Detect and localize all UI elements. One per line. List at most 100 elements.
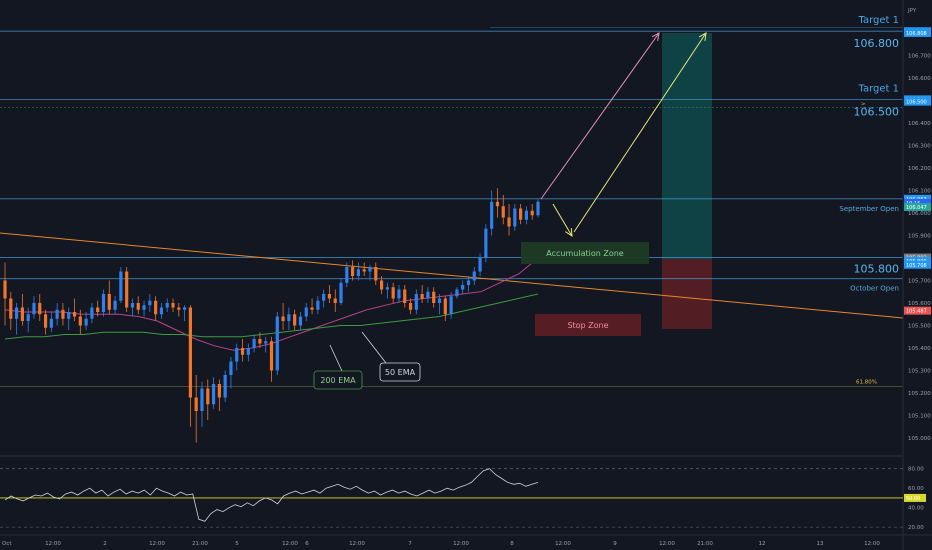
candle-body — [397, 289, 401, 299]
price-tag — [904, 194, 931, 203]
candle-body — [223, 375, 227, 398]
rsi-mid-tag-label: 50.00 — [906, 496, 920, 502]
candle-body — [113, 300, 117, 310]
pink-arrow-head — [651, 32, 660, 41]
price-tick-label: 106.200 — [908, 166, 931, 172]
time-tick-label: Oct — [2, 541, 12, 547]
rsi-tick-label: 60.00 — [908, 486, 924, 492]
ema200-line — [4, 293, 539, 340]
candle-body — [194, 397, 198, 411]
rsi-mid-tag — [904, 493, 926, 502]
price-tick-label: 106.000 — [908, 211, 931, 217]
price-tick-label: 105.500 — [908, 324, 931, 330]
candle-body — [9, 298, 13, 319]
candle-body — [90, 307, 94, 319]
candle-body — [3, 280, 7, 299]
candle-body — [391, 287, 395, 299]
target-zone-box — [662, 33, 712, 259]
candle-body — [327, 294, 332, 299]
price-tag — [904, 306, 931, 315]
price-tag-label: 105.708 — [906, 263, 927, 269]
price-tag — [904, 29, 931, 37]
price-tick-label: 106.100 — [908, 189, 931, 195]
rsi-pane: 80.00 60.00 40.00 20.00 50.00 — [0, 467, 926, 531]
candle-body — [536, 201, 540, 216]
time-tick-label: 12:00 — [555, 541, 571, 547]
candle-body — [368, 267, 372, 272]
target-label: Target 1 — [858, 83, 899, 94]
candle-body — [420, 294, 424, 299]
candle-body — [374, 267, 378, 281]
candle-body — [461, 285, 465, 290]
time-tick-label: 5 — [235, 541, 239, 547]
projection-arrows — [540, 32, 707, 237]
price-tick-label: 105.300 — [908, 369, 931, 375]
rsi-tick-label: 40.00 — [908, 506, 924, 512]
time-tick-label: 12 — [759, 541, 766, 547]
candle-body — [351, 267, 355, 276]
candle-body — [264, 341, 268, 344]
level-name-label: September Open — [839, 205, 899, 213]
candle-body — [43, 314, 48, 328]
candle-body — [345, 267, 349, 283]
time-tick-label: 7 — [408, 541, 412, 547]
candle-body — [200, 388, 204, 411]
candle-body — [154, 300, 158, 315]
candle-body — [443, 298, 447, 315]
candles — [3, 188, 540, 443]
yellow-arrow-dip-head — [565, 227, 573, 237]
candle-body — [252, 339, 256, 348]
svg-text:200 EMA: 200 EMA — [320, 376, 356, 385]
trendlines — [0, 232, 904, 319]
svg-text:Stop Zone: Stop Zone — [567, 321, 608, 330]
candle-body — [182, 307, 187, 310]
candle-body — [148, 300, 152, 306]
stop-zone-box — [662, 259, 712, 329]
candle-body — [322, 294, 326, 301]
level-name-label: October Open — [850, 285, 899, 293]
level-price-label: 105.800 — [854, 263, 900, 276]
ema200-callout: 200 EMA — [313, 344, 363, 390]
candle-body — [524, 210, 529, 220]
candle-body — [240, 348, 245, 355]
candle-body — [61, 309, 65, 319]
candle-body — [293, 314, 297, 326]
price-tag — [904, 202, 931, 211]
candle-body — [136, 303, 140, 310]
time-tick-label: 8 — [510, 541, 514, 547]
candle-body — [20, 307, 24, 321]
candle-body — [333, 298, 337, 303]
candle-body — [484, 228, 488, 258]
candle-body — [130, 303, 135, 308]
time-tick-label: 2 — [103, 541, 107, 547]
candle-body — [84, 318, 88, 326]
accumulation-zone-label: Accumulation Zone — [521, 242, 649, 264]
time-tick-label: 21:00 — [697, 541, 713, 547]
candle-body — [530, 210, 534, 216]
candle-body — [32, 303, 36, 315]
rsi-tick-label: 80.00 — [908, 467, 924, 473]
time-tick-label: 21:00 — [192, 541, 208, 547]
level-price-label: 106.500 — [854, 105, 900, 118]
time-tick-label: 12:00 — [453, 541, 469, 547]
yellow-arrow-up — [573, 32, 707, 233]
target-marker: > — [861, 102, 866, 108]
target-label: Target 1 — [858, 15, 899, 26]
price-tick-label: 105.400 — [908, 346, 931, 352]
price-tick-label: 106.400 — [908, 121, 931, 127]
candle-body — [55, 309, 59, 319]
time-tick-label: 12:00 — [149, 541, 165, 547]
candle-body — [414, 294, 418, 310]
candle-body — [275, 316, 279, 371]
candle-body — [507, 217, 511, 227]
yellow-arrow-up-head — [698, 32, 707, 41]
candle-body — [472, 271, 476, 281]
candle-body — [432, 291, 436, 303]
candle-body — [96, 307, 100, 312]
candle-body — [159, 307, 164, 315]
candle-body — [26, 314, 30, 321]
candle-body — [316, 300, 320, 310]
candle-body — [49, 318, 53, 328]
candle-body — [281, 316, 285, 321]
